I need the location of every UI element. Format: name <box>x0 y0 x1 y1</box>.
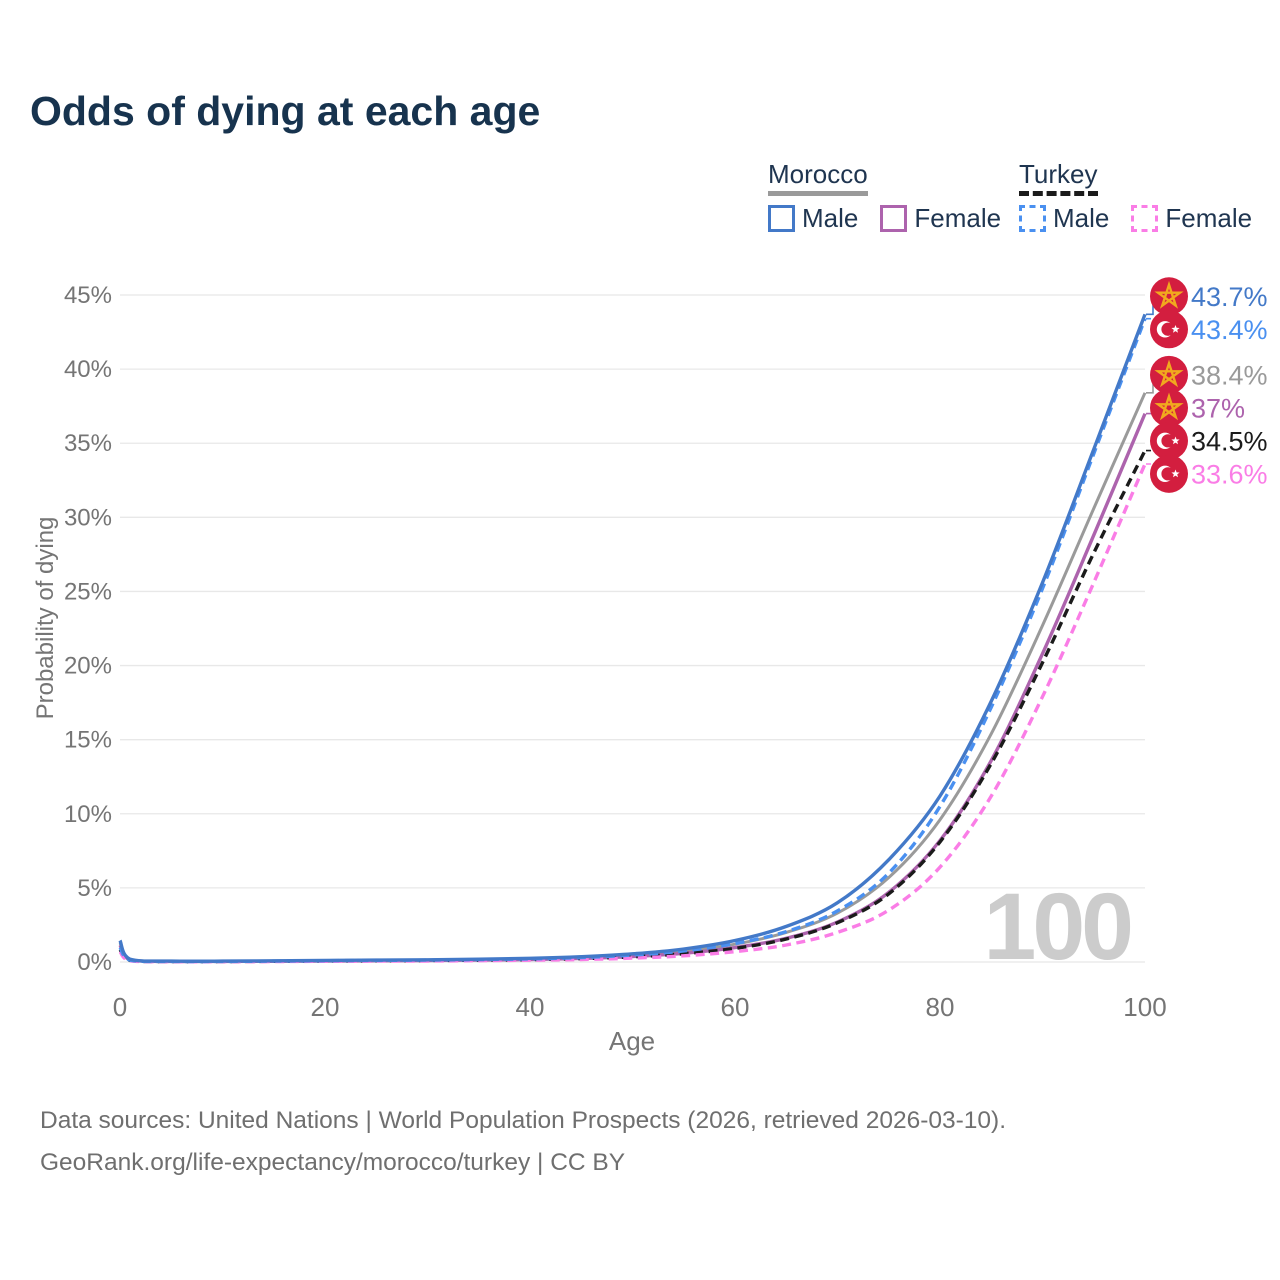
y-tick-0: 0% <box>77 949 112 976</box>
end-label-value-morocco-male: 43.7% <box>1191 282 1268 312</box>
legend-item-morocco-male[interactable]: Male <box>768 203 858 234</box>
turkey-flag-icon <box>1150 454 1188 493</box>
legend-item-label-morocco-male: Male <box>802 202 859 233</box>
turkey-flag-icon <box>1150 310 1188 349</box>
legend-item-turkey-female[interactable]: Female <box>1131 203 1252 234</box>
end-label-value-turkey-female: 33.6% <box>1191 459 1268 489</box>
legend-item-label-morocco-female: Female <box>914 202 1002 233</box>
y-tick-10: 10% <box>64 801 112 828</box>
gridlines: 0% 5% 10% 15% 20% 25% 30% 35% 40% 45% <box>64 282 1145 976</box>
legend-item-morocco-female[interactable]: Female <box>880 203 1001 234</box>
series-lines <box>118 313 1147 964</box>
legend-item-turkey-male[interactable]: Male <box>1019 203 1109 234</box>
legend-item-label-turkey-male: Male <box>1053 202 1110 233</box>
series-line-morocco-male <box>118 313 1147 963</box>
page-title: Odds of dying at each age <box>30 88 541 134</box>
age-watermark: 100 <box>983 874 1134 980</box>
x-tick-100: 100 <box>1123 992 1166 1022</box>
y-tick-15: 15% <box>64 727 112 754</box>
x-tick-40: 40 <box>516 992 545 1022</box>
x-axis-title: Age <box>608 1026 656 1056</box>
x-tick-0: 0 <box>113 992 127 1022</box>
end-label-value-morocco-overall: 38.4% <box>1191 360 1268 390</box>
y-axis-title: Probability of dying <box>32 516 59 720</box>
legend: Morocco Male Female Turkey Male Female <box>0 160 1280 240</box>
data-sources-line2: GeoRank.org/life-expectancy/morocco/turk… <box>40 1149 626 1176</box>
x-tick-80: 80 <box>926 992 955 1022</box>
end-label-value-turkey-overall: 34.5% <box>1191 426 1268 456</box>
end-labels: 43.7%43.4% 38.4%37%34.5%33.6% <box>1146 277 1268 493</box>
legend-group-turkey: Turkey Male Female <box>1019 160 1252 234</box>
data-sources: Data sources: United Nations | World Pop… <box>40 1100 1006 1184</box>
legend-group-title-turkey[interactable]: Turkey <box>1019 160 1098 196</box>
data-sources-line1: Data sources: United Nations | World Pop… <box>40 1107 1007 1134</box>
y-tick-20: 20% <box>64 653 112 680</box>
legend-swatch-turkey-male <box>1019 204 1046 232</box>
morocco-flag-icon <box>1150 277 1188 316</box>
y-tick-30: 30% <box>64 504 112 531</box>
series-line-turkey-male <box>118 318 1147 964</box>
y-tick-25: 25% <box>64 578 112 605</box>
legend-group-morocco: Morocco Male Female <box>768 160 1001 234</box>
morocco-flag-icon <box>1150 388 1188 427</box>
y-tick-5: 5% <box>77 875 112 902</box>
x-tick-20: 20 <box>311 992 340 1022</box>
end-label-value-turkey-male: 43.4% <box>1191 315 1268 345</box>
end-label-value-morocco-female: 37% <box>1191 393 1245 423</box>
legend-item-label-turkey-female: Female <box>1165 202 1253 233</box>
y-tick-45: 45% <box>64 282 112 309</box>
x-tick-60: 60 <box>721 992 750 1022</box>
legend-swatch-morocco-male <box>768 204 795 232</box>
legend-swatch-turkey-female <box>1131 204 1159 232</box>
legend-group-title-morocco[interactable]: Morocco <box>768 160 868 196</box>
x-axis-ticks: 0 20 40 60 80 100 <box>113 992 1167 1022</box>
turkey-flag-icon <box>1150 421 1188 460</box>
y-tick-35: 35% <box>64 430 112 457</box>
legend-swatch-morocco-female <box>880 204 908 232</box>
y-tick-40: 40% <box>64 356 112 383</box>
morocco-flag-icon <box>1150 355 1188 394</box>
